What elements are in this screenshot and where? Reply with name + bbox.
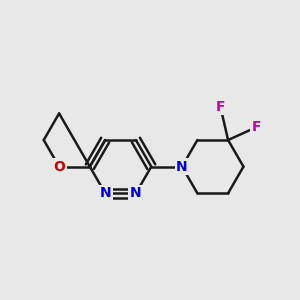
Text: N: N [130, 186, 142, 200]
Text: F: F [216, 100, 225, 114]
Text: O: O [53, 160, 65, 174]
Text: F: F [251, 120, 261, 134]
Text: N: N [176, 160, 188, 174]
Text: N: N [99, 186, 111, 200]
